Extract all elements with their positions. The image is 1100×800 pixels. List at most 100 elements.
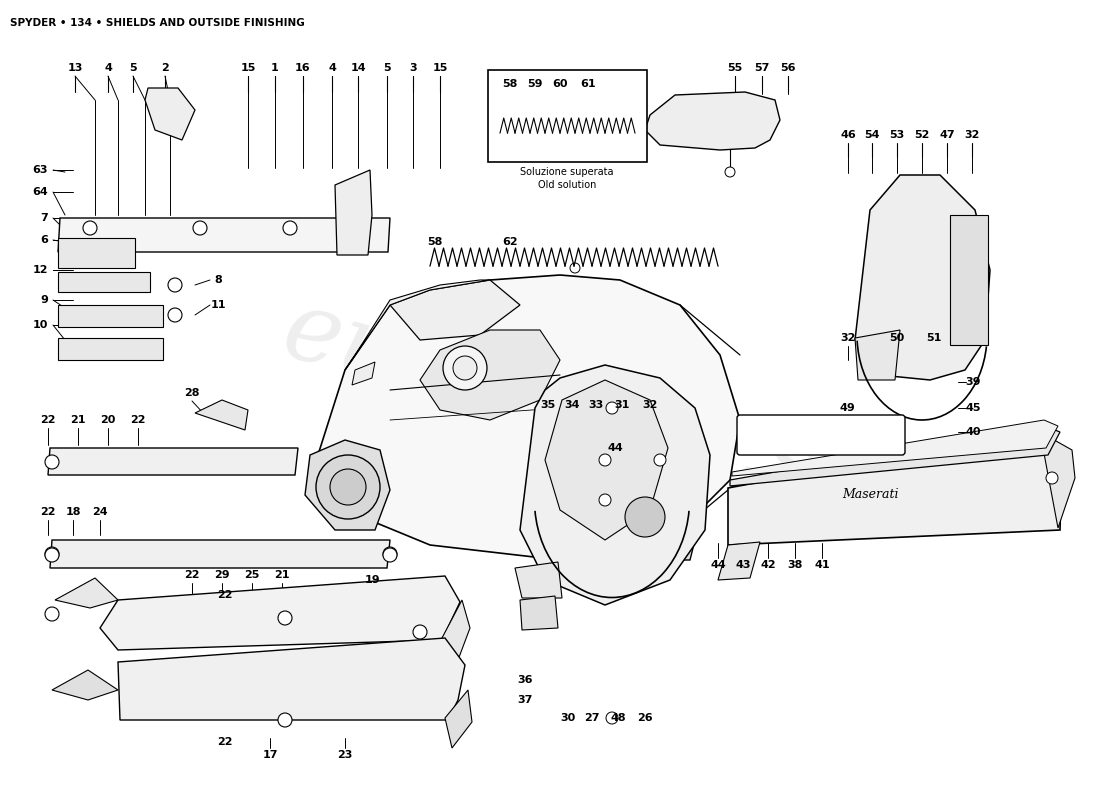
Text: 50: 50 xyxy=(890,333,904,343)
Text: 22: 22 xyxy=(185,570,200,580)
Circle shape xyxy=(45,547,59,561)
Polygon shape xyxy=(48,448,298,475)
Text: 40: 40 xyxy=(966,427,981,437)
Text: 54: 54 xyxy=(865,130,880,140)
Text: 32: 32 xyxy=(840,333,856,343)
Text: 4: 4 xyxy=(328,63,336,73)
Text: 6: 6 xyxy=(40,235,48,245)
Circle shape xyxy=(654,454,666,466)
Polygon shape xyxy=(58,218,390,252)
Polygon shape xyxy=(515,562,562,598)
Text: 7: 7 xyxy=(41,213,48,223)
Text: 41: 41 xyxy=(814,560,829,570)
Polygon shape xyxy=(100,576,460,650)
Text: 61: 61 xyxy=(580,79,596,89)
Text: 48: 48 xyxy=(610,713,626,723)
Polygon shape xyxy=(520,365,710,605)
Text: 46: 46 xyxy=(840,130,856,140)
Polygon shape xyxy=(446,690,472,748)
Polygon shape xyxy=(1040,432,1075,528)
Text: 27: 27 xyxy=(584,713,600,723)
Text: 34: 34 xyxy=(564,400,580,410)
Polygon shape xyxy=(145,88,195,140)
Text: 3: 3 xyxy=(409,63,417,73)
Bar xyxy=(58,338,163,360)
Circle shape xyxy=(1046,472,1058,484)
Circle shape xyxy=(283,221,297,235)
Circle shape xyxy=(606,402,618,414)
Text: 5: 5 xyxy=(383,63,390,73)
Text: 22: 22 xyxy=(218,590,233,600)
Text: 56: 56 xyxy=(780,63,795,73)
Circle shape xyxy=(82,221,97,235)
Text: 22: 22 xyxy=(41,415,56,425)
Text: Soluzione superata: Soluzione superata xyxy=(520,167,614,177)
Text: 18: 18 xyxy=(65,507,80,517)
Circle shape xyxy=(610,482,680,552)
Text: 37: 37 xyxy=(517,695,532,705)
Text: 26: 26 xyxy=(637,713,652,723)
Text: SPYDER • 134 • SHIELDS AND OUTSIDE FINISHING: SPYDER • 134 • SHIELDS AND OUTSIDE FINIS… xyxy=(10,18,305,28)
Polygon shape xyxy=(855,330,900,380)
Polygon shape xyxy=(732,420,1058,476)
Circle shape xyxy=(45,607,59,621)
Text: 15: 15 xyxy=(240,63,255,73)
Text: 9: 9 xyxy=(40,295,48,305)
Text: 63: 63 xyxy=(33,165,48,175)
Circle shape xyxy=(570,263,580,273)
Polygon shape xyxy=(730,425,1060,486)
Circle shape xyxy=(192,221,207,235)
Text: 33: 33 xyxy=(588,400,604,410)
Text: 51: 51 xyxy=(926,333,942,343)
Circle shape xyxy=(725,167,735,177)
Text: 39: 39 xyxy=(966,377,981,387)
Text: 57: 57 xyxy=(755,63,770,73)
Polygon shape xyxy=(544,380,668,540)
FancyBboxPatch shape xyxy=(737,415,905,455)
Text: 64: 64 xyxy=(32,187,48,197)
Text: eurospares: eurospares xyxy=(273,283,827,517)
Text: 4: 4 xyxy=(104,63,112,73)
Polygon shape xyxy=(310,275,740,560)
Text: 31: 31 xyxy=(614,400,629,410)
Text: 13: 13 xyxy=(67,63,82,73)
Text: 22: 22 xyxy=(130,415,145,425)
Polygon shape xyxy=(55,578,118,608)
Text: 11: 11 xyxy=(210,300,225,310)
Polygon shape xyxy=(950,215,988,345)
Text: 32: 32 xyxy=(642,400,658,410)
Text: 23: 23 xyxy=(338,750,353,760)
Text: 5: 5 xyxy=(129,63,136,73)
Bar xyxy=(58,272,150,292)
Text: 42: 42 xyxy=(760,560,775,570)
Polygon shape xyxy=(590,470,700,560)
Text: 14: 14 xyxy=(350,63,366,73)
Polygon shape xyxy=(855,175,990,380)
Text: 35: 35 xyxy=(540,400,556,410)
Text: 43: 43 xyxy=(735,560,750,570)
Text: Maserati: Maserati xyxy=(842,489,899,502)
Circle shape xyxy=(383,548,397,562)
Circle shape xyxy=(412,625,427,639)
Circle shape xyxy=(453,356,477,380)
Text: 24: 24 xyxy=(92,507,108,517)
Polygon shape xyxy=(352,362,375,385)
Polygon shape xyxy=(52,670,118,700)
Circle shape xyxy=(443,346,487,390)
Text: 38: 38 xyxy=(788,560,803,570)
Text: 36: 36 xyxy=(517,675,532,685)
Text: 21: 21 xyxy=(70,415,86,425)
Polygon shape xyxy=(118,638,465,720)
Text: 15: 15 xyxy=(432,63,448,73)
Bar xyxy=(58,305,163,327)
Polygon shape xyxy=(195,400,248,430)
Circle shape xyxy=(330,469,366,505)
Circle shape xyxy=(625,497,666,537)
Polygon shape xyxy=(50,540,390,568)
Polygon shape xyxy=(718,542,760,580)
Text: 44: 44 xyxy=(711,560,726,570)
Text: 49: 49 xyxy=(839,403,855,413)
Text: 52: 52 xyxy=(914,130,929,140)
Text: 28: 28 xyxy=(185,388,200,398)
Polygon shape xyxy=(58,238,135,268)
